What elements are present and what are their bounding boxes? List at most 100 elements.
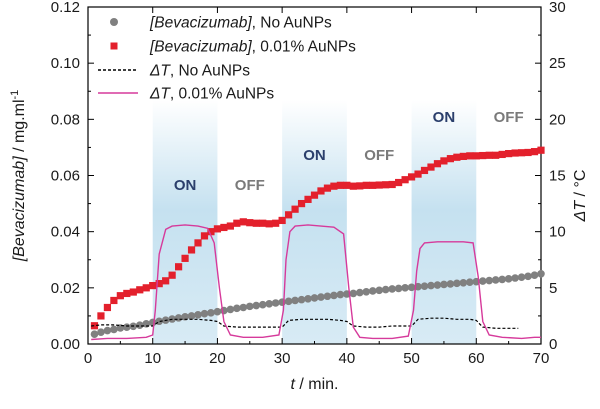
data-point-square [440,157,448,165]
data-point-square [479,151,487,160]
y-left-tick-label: 0.10 [51,55,80,72]
data-point-square [323,184,332,192]
data-point-square [90,322,99,330]
data-point-square [453,153,461,161]
legend-label-rest: , 0.01% AuNPs [170,86,275,103]
y-right-tick-label: 0 [549,336,557,353]
data-point-square [304,195,312,203]
legend-label: [Bevacizumab], No AuNPs [149,15,332,32]
data-point-circle [181,312,189,321]
data-point-square [162,277,170,285]
legend-marker-square [110,42,118,50]
y-right-tick-label: 20 [549,111,566,128]
data-point-square [407,173,416,181]
data-point-square [427,163,435,171]
series-line-dashed [91,317,519,329]
data-point-square [136,286,144,294]
data-point-square [466,152,474,160]
data-point-square [259,219,267,227]
y-left-tick-label: 0.12 [51,0,80,16]
data-point-circle [226,305,235,314]
data-point-circle [330,291,338,300]
data-point-square [291,205,299,213]
data-point-circle [323,292,332,301]
data-point-circle [407,283,416,292]
data-point-circle [207,309,215,317]
data-point-circle [103,326,112,335]
data-point-square [459,152,467,161]
data-point-square [181,254,189,262]
data-point-circle [375,286,384,295]
data-point-circle [349,289,358,298]
data-point-square [272,219,280,227]
data-point-circle [110,325,118,334]
x-axis-title: t / min. [290,376,338,393]
data-point-square [297,199,306,208]
data-point-square [187,246,196,254]
phase-label-on: ON [174,177,197,194]
data-point-circle [524,272,532,281]
data-point-square [433,160,442,168]
phase-bands [152,100,477,344]
data-point-circle [97,328,105,337]
legend-label: ΔT, 0.01% AuNPs [149,86,274,103]
data-point-square [336,181,344,189]
data-point-square [142,284,150,292]
x-tick-label: 40 [339,350,356,367]
data-point-circle [446,280,455,288]
data-point-circle [427,281,435,290]
data-point-circle [271,299,280,307]
data-point-square [220,223,228,232]
legend-label-rest: , No AuNPs [170,63,250,80]
phase-label-on: ON [433,109,456,126]
data-point-square [362,181,370,189]
data-point-circle [511,274,519,282]
y-right-tick-label: 10 [549,224,566,241]
data-point-square [110,296,118,305]
data-point-circle [356,288,364,297]
series-2 [91,317,519,329]
data-point-square [233,219,241,227]
data-point-circle [491,276,500,284]
y-right-tick-label: 30 [549,0,566,16]
data-point-circle [504,275,513,283]
data-point-circle [517,273,526,281]
data-point-square [317,187,325,195]
data-point-circle [530,271,539,279]
data-point-circle [123,323,131,331]
x-axis-title-rest: / min. [295,376,339,393]
data-point-circle [245,302,254,311]
x-tick-label: 60 [468,350,485,367]
on-band [411,100,477,344]
data-point-circle [187,312,196,320]
data-point-circle [478,277,487,285]
data-point-square [226,222,234,230]
x-axis-title-italic: t [290,376,295,393]
data-point-circle [258,300,267,309]
data-point-square [194,239,202,247]
data-point-circle [466,278,474,287]
legend-label: [Bevacizumab], 0.01% AuNPs [149,39,356,56]
data-point-circle [498,275,506,284]
data-point-square [537,146,545,154]
y-left-tick-label: 0.00 [51,336,80,353]
data-point-square [149,281,157,290]
data-point-circle [368,287,377,295]
x-tick-label: 10 [144,350,161,367]
data-point-square [395,178,403,187]
data-point-square [530,148,539,156]
y-left-title-rest: / mg.ml [11,99,28,156]
y-left-tick-label: 0.04 [51,224,80,241]
data-point-circle [194,310,202,319]
data-point-square [129,288,137,296]
phase-label-off: OFF [364,147,394,164]
y-right-title-rest: / °C [572,170,589,201]
series-3 [91,224,541,341]
legend-label: ΔT, No AuNPs [149,63,250,80]
data-point-circle [265,300,274,308]
data-point-circle [90,330,99,338]
data-point-square [103,303,112,312]
data-point-square [239,218,247,226]
